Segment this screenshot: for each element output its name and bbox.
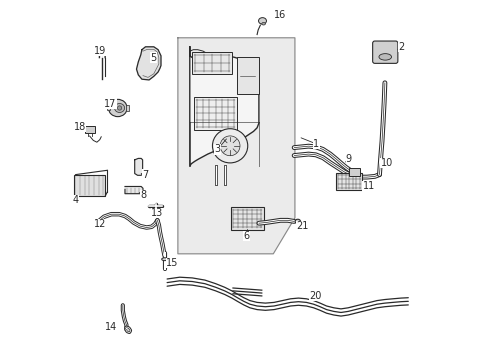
Text: 21: 21	[295, 221, 307, 231]
Text: 18: 18	[73, 122, 85, 132]
Text: 9: 9	[345, 154, 351, 164]
Polygon shape	[178, 38, 294, 254]
Text: 10: 10	[380, 158, 392, 168]
Ellipse shape	[212, 129, 247, 163]
Text: 14: 14	[105, 322, 117, 332]
FancyBboxPatch shape	[73, 175, 105, 196]
Bar	[125, 105, 129, 111]
Ellipse shape	[378, 54, 391, 60]
Bar	[230, 207, 264, 230]
Text: 19: 19	[94, 46, 106, 56]
Text: 20: 20	[309, 291, 321, 301]
Bar	[236, 57, 258, 94]
Ellipse shape	[258, 18, 266, 24]
Bar	[348, 168, 359, 176]
Bar	[107, 105, 110, 110]
Text: 6: 6	[243, 231, 249, 241]
Text: 3: 3	[214, 144, 220, 154]
Ellipse shape	[108, 99, 127, 117]
Bar	[192, 52, 231, 74]
Polygon shape	[189, 47, 258, 166]
Polygon shape	[125, 186, 142, 194]
Ellipse shape	[117, 106, 122, 110]
Polygon shape	[134, 158, 142, 175]
Text: 4: 4	[72, 195, 78, 205]
Text: 11: 11	[362, 181, 374, 192]
Bar	[84, 126, 95, 133]
Polygon shape	[136, 47, 161, 80]
Text: 1: 1	[313, 139, 319, 149]
Ellipse shape	[294, 219, 300, 224]
Ellipse shape	[162, 258, 167, 261]
Text: 15: 15	[166, 258, 178, 268]
Text: 17: 17	[104, 99, 117, 109]
Text: 7: 7	[142, 170, 148, 180]
Bar	[194, 97, 237, 130]
Ellipse shape	[114, 104, 124, 113]
Text: 12: 12	[93, 219, 106, 229]
Text: 16: 16	[273, 10, 285, 20]
Text: 5: 5	[150, 53, 157, 63]
Text: 2: 2	[397, 42, 404, 52]
Ellipse shape	[220, 136, 240, 156]
FancyBboxPatch shape	[372, 41, 397, 63]
Text: 13: 13	[151, 208, 163, 218]
Ellipse shape	[261, 23, 265, 25]
Text: 8: 8	[140, 190, 146, 200]
Bar	[336, 173, 362, 190]
